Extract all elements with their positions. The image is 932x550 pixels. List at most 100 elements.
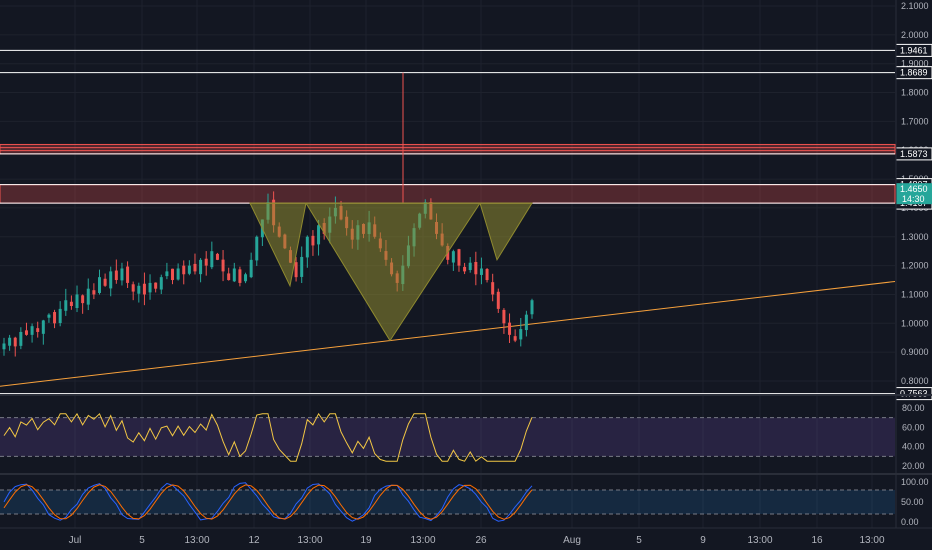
candle-body [227,273,231,281]
candle-body [311,235,315,246]
candle-body [24,330,28,335]
candle-body [86,288,90,305]
candle-body [36,328,40,332]
rsi-tick-label: 80.00 [902,403,925,413]
rsi-line [3,412,533,462]
time-tick-label: 13:00 [297,535,322,546]
trendline [0,280,896,387]
candle-body [255,236,259,261]
price-level-label: 1.5873 [900,149,928,159]
candle-body [508,322,512,335]
candle-body [176,268,180,280]
candle-body [58,308,62,324]
stoch-k-line [3,482,533,522]
candle-body [120,268,124,281]
bar-countdown-label: 14:30 [902,194,925,204]
candle-body [474,261,478,275]
price-tick-label: 2.1000 [901,1,929,11]
candle-body [496,291,500,309]
candle-body [92,290,96,295]
time-tick-label: 13:00 [747,535,772,546]
price-level-label: 0.7563 [900,389,928,399]
price-tick-label: 1.1000 [901,289,929,299]
candle-body [103,278,107,286]
rsi-band-fill [0,417,895,457]
time-tick-label: 13:00 [184,535,209,546]
candle-body [159,277,163,290]
current-price-label: 1.4650 [900,184,928,194]
price-tick-label: 2.0000 [901,30,929,40]
time-tick-label: 13:00 [859,535,884,546]
candle-body [294,262,298,278]
candle-body [479,268,483,275]
time-tick-label: 13:00 [410,535,435,546]
time-axis-background [0,528,932,550]
candle-body [41,320,45,334]
stoch-tick-label: 50.00 [901,497,924,507]
candle-body [513,336,517,341]
candle-body [193,263,197,272]
time-tick-label: 5 [139,535,145,546]
candle-body [64,300,68,311]
candle-body [215,253,219,260]
candle-body [47,314,51,318]
candle-body [142,283,146,295]
price-tick-label: 0.8000 [901,376,929,386]
candle-body [131,284,135,292]
candle-body [53,312,57,324]
time-tick-label: 12 [248,535,260,546]
candle-body [187,265,191,274]
price-tick-label: 1.9000 [901,59,929,69]
candle-body [97,277,101,293]
price-tick-label: 1.0000 [901,318,929,328]
candle-body [451,251,455,263]
time-tick-label: Jul [69,535,82,546]
candle-body [109,271,113,289]
candle-body [182,265,186,275]
candle-body [524,314,528,331]
candle-body [485,269,489,281]
candle-body [502,309,506,324]
candle-body [491,282,495,295]
rsi-tick-label: 20.00 [902,461,925,471]
candle-body [457,249,461,266]
rsi-tick-label: 60.00 [902,422,925,432]
time-tick-label: 5 [636,535,642,546]
candle-body [305,236,309,258]
candle-body [232,268,236,282]
candle-body [171,268,175,281]
resistance-zone [0,143,896,155]
candle-body [30,326,34,335]
price-tick-label: 1.2000 [901,261,929,271]
price-tick-label: 0.9000 [901,347,929,357]
candle-body [2,343,6,350]
candle-body [13,337,17,347]
price-level-label: 1.9461 [900,45,928,55]
candle-body [148,282,152,293]
current-price-tag [896,183,932,205]
time-tick-label: 9 [700,535,706,546]
candle-body [249,259,253,278]
time-tick-label: 26 [475,535,487,546]
stoch-band-fill [0,490,895,514]
candle-body [126,266,130,283]
rsi-tick-label: 40.00 [902,442,925,452]
candle-body [519,329,523,340]
candle-body [19,331,23,346]
candle-body [317,225,321,245]
candle-body [468,262,472,271]
candle-body [165,271,169,277]
candle-body [204,258,208,266]
stoch-tick-label: 0.00 [901,517,919,527]
stoch-d-line [3,484,533,520]
candle-body [238,269,242,283]
price-tick-label: 1.3000 [901,232,929,242]
candle-body [81,295,85,304]
time-tick-label: 19 [360,535,372,546]
price-tick-label: 1.8000 [901,88,929,98]
candle-body [199,259,203,275]
candle-body [69,301,73,306]
